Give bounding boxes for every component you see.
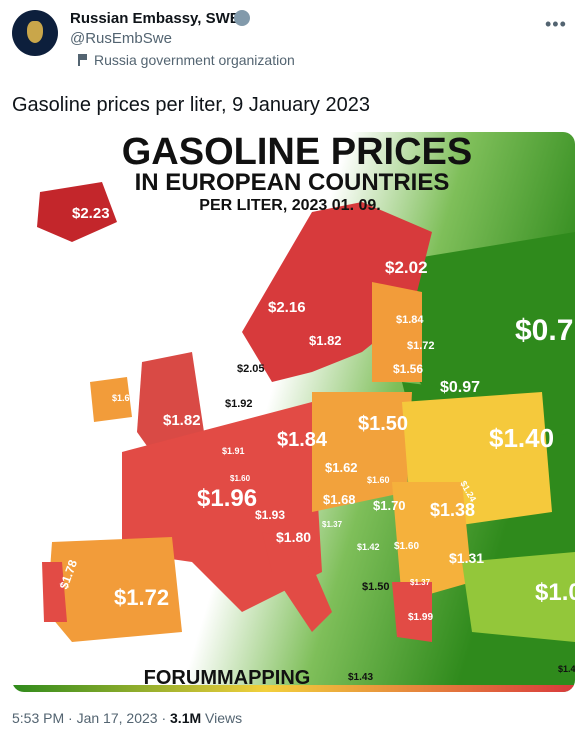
region-italy [262,532,332,632]
price-label: $1.60 [230,474,251,483]
map-date: PER LITER, 2023 01. 09. [199,197,380,214]
price-label: $1.96 [197,485,257,512]
more-menu[interactable]: ••• [545,14,567,34]
price-label: $1.31 [449,550,484,566]
price-label: $1.84 [396,314,424,326]
region-baltics [372,282,422,382]
price-label: $2.16 [268,299,306,316]
flag-icon-cloth [80,54,87,60]
region-iceland [37,182,117,242]
tweet-text: Gasoline prices per liter, 9 January 202… [12,94,370,116]
price-label: $1.50 [362,581,390,593]
region-nordics [242,202,432,382]
price-label: $1.82 [309,333,342,348]
price-label: $1.60 [394,541,419,552]
price-label: $1.60 [367,475,390,485]
price-label: $1.37 [410,578,431,587]
price-label: $0.97 [440,379,480,396]
price-label: $2.05 [237,363,265,375]
region-ireland [90,377,132,422]
price-label: $1.62 [325,460,358,475]
color-scale [12,685,575,692]
price-label: $1.47 [558,664,575,674]
author-name[interactable]: Russian Embassy, SWE [70,10,240,27]
region-central [312,392,412,512]
emblem [27,21,43,43]
price-label: $1.91 [222,446,245,456]
avatar[interactable] [12,10,58,56]
price-label: $1.38 [430,500,475,520]
price-label: $1.03 [535,579,575,606]
author-label: Russia government organization [94,52,295,68]
map-image[interactable]: GASOLINE PRICES IN EUROPEAN COUNTRIES PE… [12,132,575,692]
time[interactable]: 5:53 PM [12,710,65,726]
price-label: $1.67 [112,393,135,403]
price-label: $1.72 [114,585,169,610]
price-label: $1.56 [393,362,423,376]
separator: · [68,710,73,726]
price-label: $0.71 [515,314,575,347]
region-balkans [392,482,472,602]
price-label: $2.23 [72,205,110,222]
verified-badge [234,10,250,26]
map-subtitle: IN EUROPEAN COUNTRIES [135,169,450,196]
price-label: $1.43 [348,672,373,683]
price-label: $1.99 [408,612,433,623]
region-portugal [42,562,67,622]
views-count: 3.1M [170,710,202,726]
price-label: $1.92 [225,398,253,410]
price-label: $1.80 [276,529,311,545]
price-label: $1.82 [163,412,201,429]
map-title: GASOLINE PRICES [122,132,473,173]
tweet-meta: 5:53 PM · Jan 17, 2023 · 3.1M Views [12,710,242,726]
region-iberia [47,537,182,642]
price-label: $1.37 [322,520,343,529]
flag-icon [78,54,80,66]
region-turkey [462,552,575,642]
price-label: $1.50 [358,413,408,435]
price-label: $1.72 [407,340,435,352]
price-label: $1.70 [373,498,406,513]
region-greece [392,582,432,642]
price-label: $1.68 [323,492,356,507]
author-handle[interactable]: @RusEmbSwe [70,30,172,47]
price-label: $1.93 [255,508,285,522]
price-label: $1.84 [277,429,328,451]
date[interactable]: Jan 17, 2023 [76,710,158,726]
price-label: $1.40 [489,423,554,453]
price-label: $2.02 [385,258,428,277]
separator: · [161,710,167,726]
map-credit: FORUMMAPPING [144,667,311,689]
views-label: Views [205,710,243,726]
price-label: $1.42 [357,542,380,552]
